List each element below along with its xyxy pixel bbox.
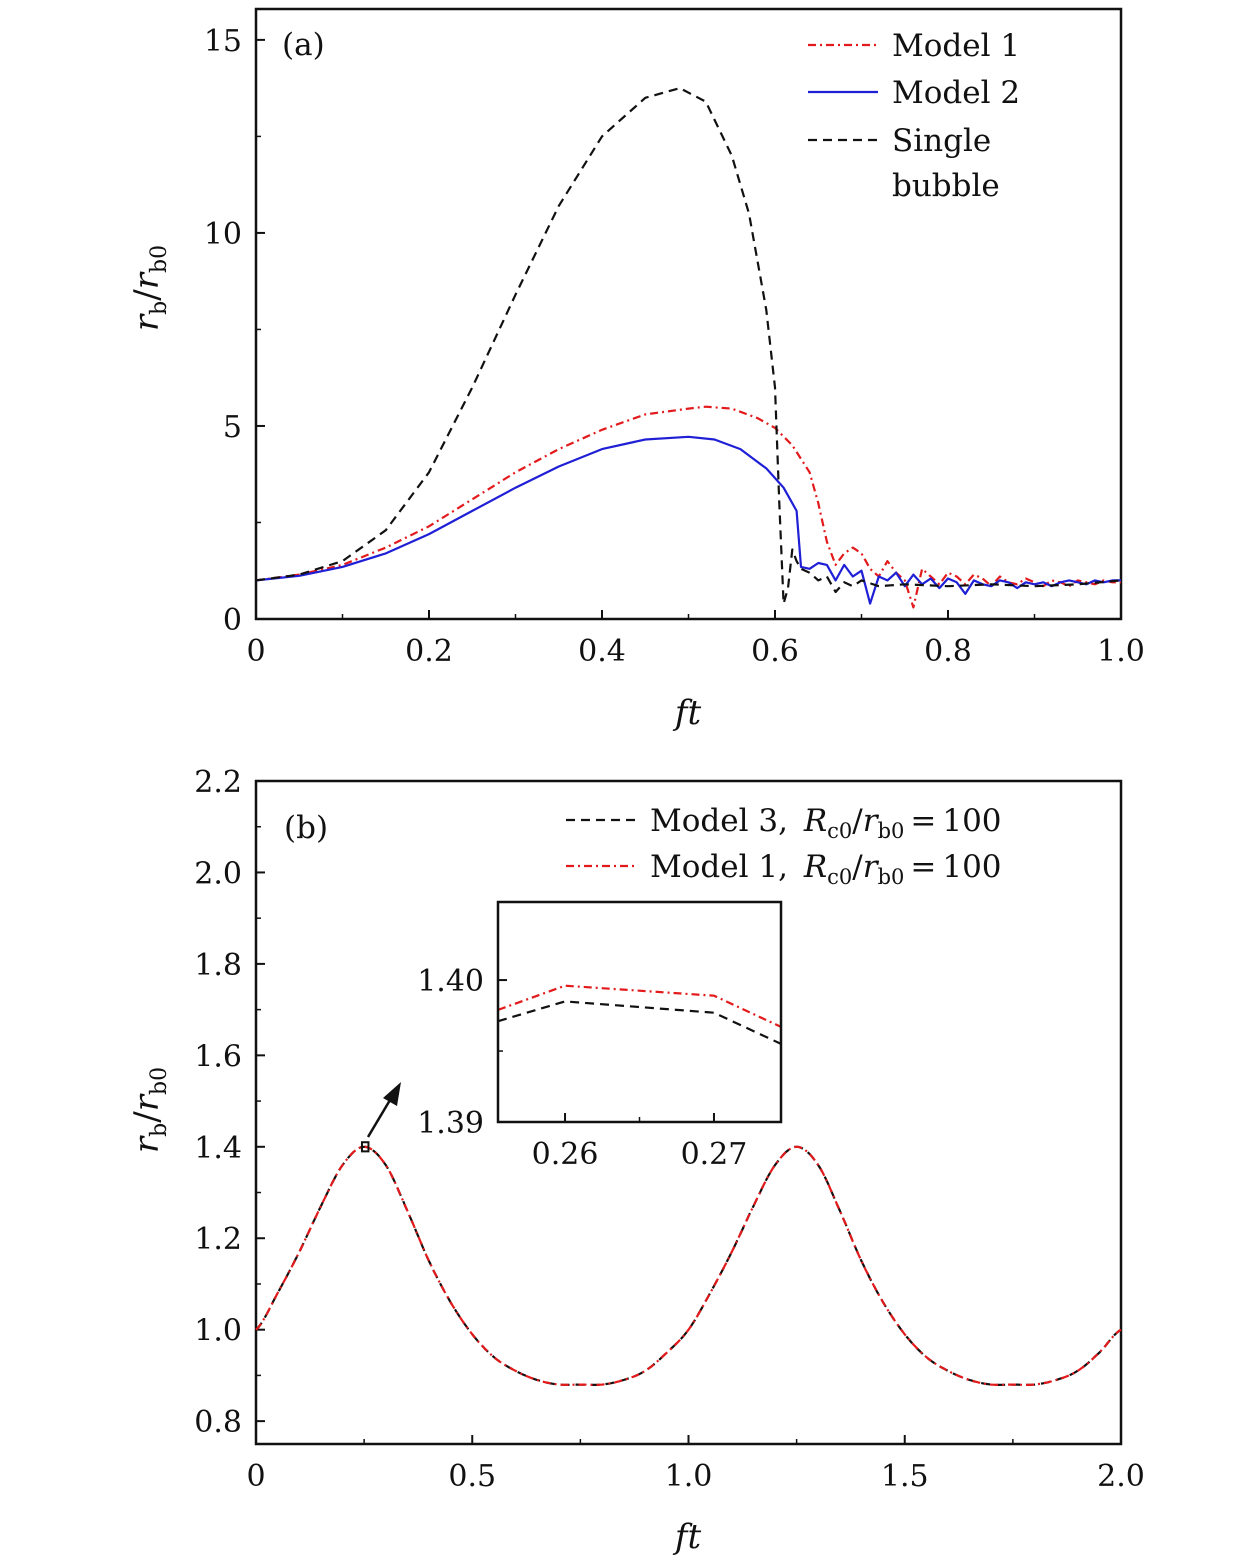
panel-a-ticks: 0 0.2 0.4 0.6 0.8 1.0 0 5 10 15 xyxy=(204,24,1145,669)
panel-b: 0 0.5 1.0 1.5 2.0 0.8 1.0 1.2 1.4 1.6 1.8 2.0 2.2 (b… xyxy=(127,765,1145,1557)
panel-b-ylabel-num-sub: b xyxy=(147,1123,172,1137)
legend-label-single: Single xyxy=(892,123,991,159)
panel-b-ylabel: rb/rb0 xyxy=(127,1067,172,1153)
x-tick-label: 0.26 xyxy=(532,1137,599,1172)
svg-text:rb/rb0: rb/rb0 xyxy=(127,245,172,331)
legend-label-model-2: Model 2 xyxy=(892,75,1020,111)
y-tick-label: 15 xyxy=(204,24,242,59)
x-tick-label: 0 xyxy=(246,1459,265,1494)
y-tick-label: 1.2 xyxy=(194,1222,242,1257)
legend-label-model-1: Model 1 xyxy=(892,28,1020,64)
inset-series xyxy=(497,984,782,1045)
y-tick-label: 5 xyxy=(223,410,242,445)
y-tick-label: 10 xyxy=(204,217,242,252)
x-tick-label: 0.8 xyxy=(924,634,972,669)
x-tick-label: 0.27 xyxy=(681,1137,748,1172)
y-tick-label: 1.0 xyxy=(194,1314,242,1349)
legend-model-3-lhs: R xyxy=(803,803,827,839)
panel-a-xlabel: ft xyxy=(672,693,702,733)
legend-model-1b-rhs: r xyxy=(863,849,880,885)
x-tick-label: 1.5 xyxy=(881,1459,929,1494)
panel-a: 0 0.2 0.4 0.6 0.8 1.0 0 5 10 15 (a) ft rb/rb0 Mod… xyxy=(127,7,1145,733)
panel-a-tag: (a) xyxy=(282,27,325,63)
series-model-1 xyxy=(255,1145,1122,1387)
legend-model-1b-value: 100 xyxy=(942,849,1001,885)
panel-b-tag: (b) xyxy=(284,810,328,846)
zoom-region-box xyxy=(360,1141,370,1153)
legend-model-3-lhs-sub: c0 xyxy=(827,819,852,843)
series-model-2 xyxy=(255,435,1121,605)
inset-frame xyxy=(496,900,783,1124)
legend-model-3-value: 100 xyxy=(942,803,1001,839)
panel-b-ylabel-den: r xyxy=(127,1093,167,1111)
legend-model-3-name: Model 3, xyxy=(650,803,788,839)
y-tick-label: 1.8 xyxy=(194,948,242,983)
panel-a-ylabel-den-sub: b0 xyxy=(147,245,172,273)
panel-b-legend: Model 3, Rc0/rb0 = 100 Model 1, Rc0/rb0 = 10… xyxy=(566,803,1002,889)
x-tick-label: 0.2 xyxy=(405,634,453,669)
legend-model-1b-rhs-sub: b0 xyxy=(878,865,905,889)
panel-b-series xyxy=(255,1145,1122,1387)
y-tick-label: 2.0 xyxy=(194,856,242,891)
inset-series-model-1 xyxy=(497,984,782,1028)
legend-model-3-rhs: r xyxy=(863,803,880,839)
panel-a-ylabel-num-sub: b xyxy=(147,301,172,315)
legend-label-model-1b: Model 1, Rc0/rb0 = 100 xyxy=(650,849,1002,889)
y-tick-label: 1.4 xyxy=(194,1131,242,1166)
panel-a-series xyxy=(255,86,1122,609)
x-tick-label: 0.5 xyxy=(448,1459,496,1494)
y-tick-label: 1.39 xyxy=(417,1106,484,1141)
legend-model-1b-lhs: R xyxy=(803,849,827,885)
y-tick-label: 1.6 xyxy=(194,1039,242,1074)
panel-a-ylabel-num: r xyxy=(127,313,167,331)
legend-model-3-rhs-sub: b0 xyxy=(878,819,905,843)
svg-text:rb/rb0: rb/rb0 xyxy=(127,1067,172,1153)
panel-a-ylabel: rb/rb0 xyxy=(127,245,172,331)
y-tick-label: 0.8 xyxy=(194,1405,242,1440)
panel-b-ylabel-den-sub: b0 xyxy=(147,1067,172,1095)
y-tick-label: 2.2 xyxy=(194,765,242,800)
inset-series-model-3 xyxy=(497,1000,782,1045)
panel-b-ylabel-num: r xyxy=(127,1135,167,1153)
x-tick-label: 1.0 xyxy=(665,1459,713,1494)
inset-plot: 0.26 0.27 1.39 1.40 xyxy=(417,900,783,1172)
inset-ticks: 0.26 0.27 1.39 1.40 xyxy=(417,964,747,1172)
zoom-arrow xyxy=(366,1082,401,1138)
x-tick-label: 2.0 xyxy=(1097,1459,1145,1494)
y-tick-label: 1.40 xyxy=(417,964,484,999)
legend-label-bubble: bubble xyxy=(892,168,1000,204)
x-tick-label: 1.0 xyxy=(1097,634,1145,669)
series-model-3 xyxy=(255,1145,1122,1387)
x-tick-label: 0 xyxy=(246,634,265,669)
y-tick-label: 0 xyxy=(223,603,242,638)
series-single-bubble xyxy=(255,86,1122,605)
legend-model-1b-name: Model 1, xyxy=(650,849,788,885)
legend-label-model-3: Model 3, Rc0/rb0 = 100 xyxy=(650,803,1002,843)
panel-b-ticks: 0 0.5 1.0 1.5 2.0 0.8 1.0 1.2 1.4 1.6 1.8 2.0 2.2 xyxy=(194,765,1145,1494)
panel-a-ylabel-den: r xyxy=(127,271,167,289)
panel-a-legend: Model 1 Model 2 Single bubble xyxy=(808,28,1020,204)
x-tick-label: 0.6 xyxy=(751,634,799,669)
legend-model-1b-lhs-sub: c0 xyxy=(827,865,852,889)
panel-b-xlabel: ft xyxy=(672,1517,702,1557)
x-tick-label: 0.4 xyxy=(578,634,626,669)
